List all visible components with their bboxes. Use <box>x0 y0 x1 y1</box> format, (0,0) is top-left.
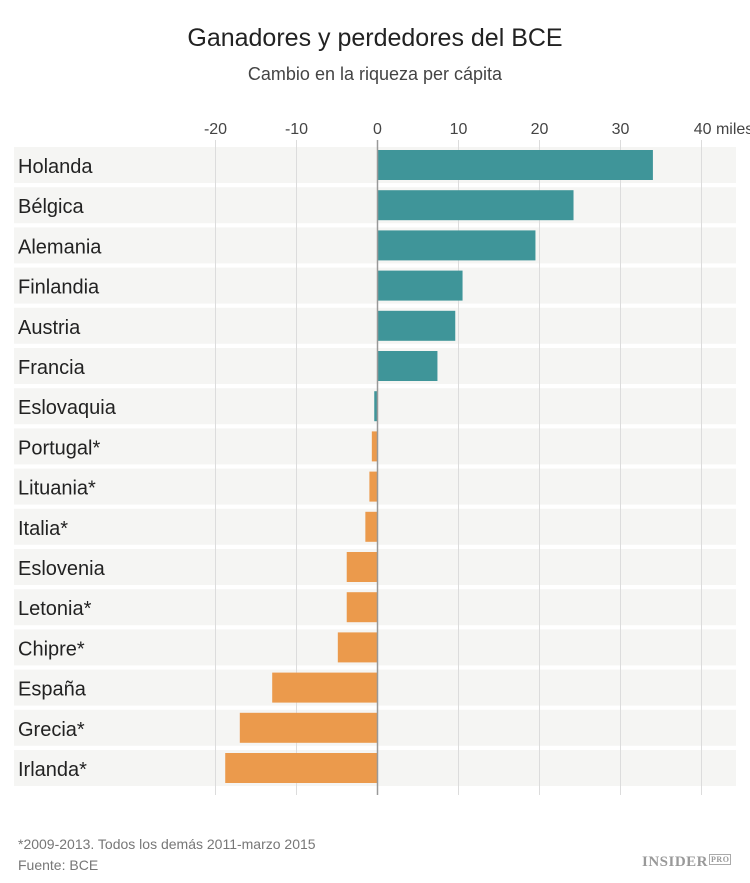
footnote: *2009-2013. Todos los demás 2011-marzo 2… <box>18 836 316 852</box>
row-band <box>14 227 736 264</box>
chart-title: Ganadores y perdedores del BCE <box>187 24 563 52</box>
category-label: Letonia* <box>18 598 92 620</box>
bar <box>365 511 378 542</box>
bar <box>377 230 536 261</box>
bar <box>377 150 653 180</box>
row-band <box>14 307 736 344</box>
row-band <box>14 187 736 224</box>
source: Fuente: BCE <box>18 857 99 873</box>
x-tick-label: 0 <box>373 121 382 138</box>
category-label: España <box>18 679 87 701</box>
row-band <box>14 348 736 384</box>
category-label: Finlandia <box>18 277 100 299</box>
x-tick-label: -10 <box>285 121 308 138</box>
x-tick-label: -20 <box>204 121 227 138</box>
category-label: Italia* <box>18 518 68 540</box>
bar <box>239 712 378 743</box>
x-tick-label: 20 <box>531 121 549 138</box>
category-label: Lituania* <box>18 478 96 500</box>
category-label: Irlanda* <box>18 759 87 781</box>
bar <box>377 351 438 381</box>
category-label: Chipre* <box>18 638 85 660</box>
category-label: Holanda <box>18 156 93 178</box>
bar <box>374 391 378 422</box>
x-tick-label: 10 <box>450 121 468 138</box>
bar <box>377 190 574 221</box>
bar <box>377 270 463 301</box>
x-tick-label: 40 miles <box>694 121 750 138</box>
category-label: Eslovenia <box>18 558 106 580</box>
insider-pro-logo: INSIDER PRO <box>642 854 732 870</box>
category-label: Bélgica <box>18 196 84 218</box>
category-label: Portugal* <box>18 437 100 459</box>
bar <box>371 431 378 462</box>
category-label: Eslovaquia <box>18 397 117 419</box>
chart-subtitle: Cambio en la riqueza per cápita <box>247 64 503 84</box>
bar <box>346 592 378 623</box>
row-band <box>14 267 736 304</box>
category-label: Francia <box>18 357 86 379</box>
category-label: Austria <box>18 317 81 339</box>
category-label: Grecia* <box>18 719 85 741</box>
category-label: Alemania <box>18 236 102 258</box>
x-tick-label: 30 <box>612 121 630 138</box>
bar <box>377 310 456 341</box>
bar <box>369 471 378 502</box>
bar <box>272 672 378 703</box>
bar <box>225 753 378 783</box>
bar <box>346 552 378 582</box>
bar <box>337 632 378 663</box>
